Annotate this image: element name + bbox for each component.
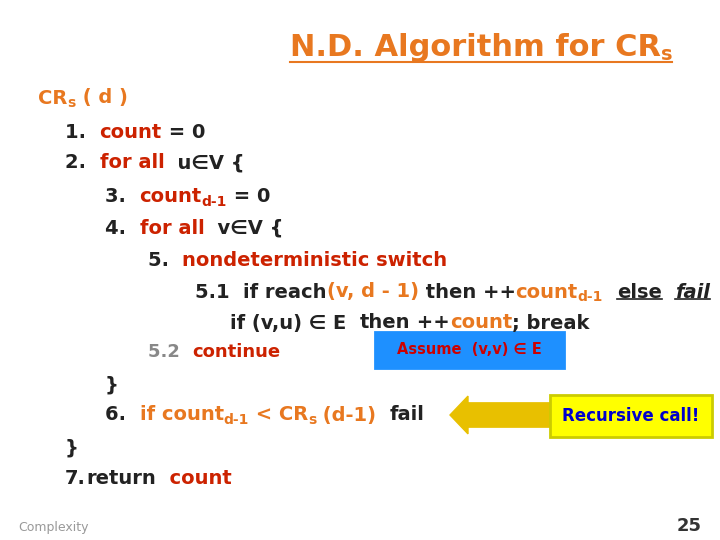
Text: 6.: 6. (105, 406, 140, 424)
Text: continue: continue (192, 343, 281, 361)
Text: }: } (65, 438, 79, 457)
Text: 2.: 2. (65, 153, 99, 172)
Text: u∈V {: u∈V { (164, 153, 245, 172)
Text: v∈V {: v∈V { (204, 219, 284, 238)
Text: for all: for all (99, 153, 164, 172)
FancyBboxPatch shape (375, 332, 564, 368)
Text: 7.: 7. (65, 469, 86, 488)
Text: N.D. Algorithm for CR: N.D. Algorithm for CR (289, 33, 660, 63)
Text: Assume  (v,v) ∈ E: Assume (v,v) ∈ E (397, 342, 542, 357)
Text: d-1: d-1 (578, 290, 603, 304)
Text: then: then (360, 314, 410, 333)
Text: count: count (156, 469, 231, 488)
Text: s: s (68, 96, 76, 110)
Text: count: count (140, 187, 202, 206)
Text: if (v,u) ∈ E: if (v,u) ∈ E (230, 314, 360, 333)
Text: 4.: 4. (105, 219, 140, 238)
Text: ( d ): ( d ) (76, 89, 127, 107)
Text: count: count (450, 314, 512, 333)
FancyArrow shape (450, 396, 553, 434)
Text: count: count (99, 124, 162, 143)
Text: 5.: 5. (148, 251, 182, 269)
Text: = 0: = 0 (227, 187, 271, 206)
Text: ++: ++ (410, 314, 450, 333)
Text: 5.1: 5.1 (195, 282, 243, 301)
Text: (v, d - 1): (v, d - 1) (327, 282, 418, 301)
FancyBboxPatch shape (550, 395, 712, 437)
Text: = 0: = 0 (162, 124, 205, 143)
Text: nondeterministic switch: nondeterministic switch (182, 251, 448, 269)
Text: fail: fail (390, 406, 425, 424)
Text: ; break: ; break (512, 314, 590, 333)
Text: else: else (617, 282, 662, 301)
Text: then ++: then ++ (418, 282, 516, 301)
Text: (d-1): (d-1) (317, 406, 390, 424)
Text: return: return (86, 469, 156, 488)
Text: Complexity: Complexity (18, 522, 89, 535)
Text: if count: if count (140, 406, 224, 424)
Text: for all: for all (140, 219, 204, 238)
Text: if reach: if reach (243, 282, 327, 301)
Text: s: s (660, 45, 672, 64)
Text: 1.: 1. (65, 124, 99, 143)
Text: CR: CR (38, 89, 68, 107)
Text: 5.2: 5.2 (148, 343, 192, 361)
Text: count: count (516, 282, 578, 301)
Text: < CR: < CR (249, 406, 308, 424)
Text: Recursive call!: Recursive call! (562, 407, 700, 425)
Text: 25: 25 (677, 517, 702, 535)
Text: 3.: 3. (105, 187, 140, 206)
Text: s: s (308, 413, 317, 427)
Text: }: } (105, 375, 119, 395)
Text: d-1: d-1 (202, 195, 227, 209)
Text: fail: fail (675, 282, 710, 301)
Text: d-1: d-1 (224, 413, 249, 427)
